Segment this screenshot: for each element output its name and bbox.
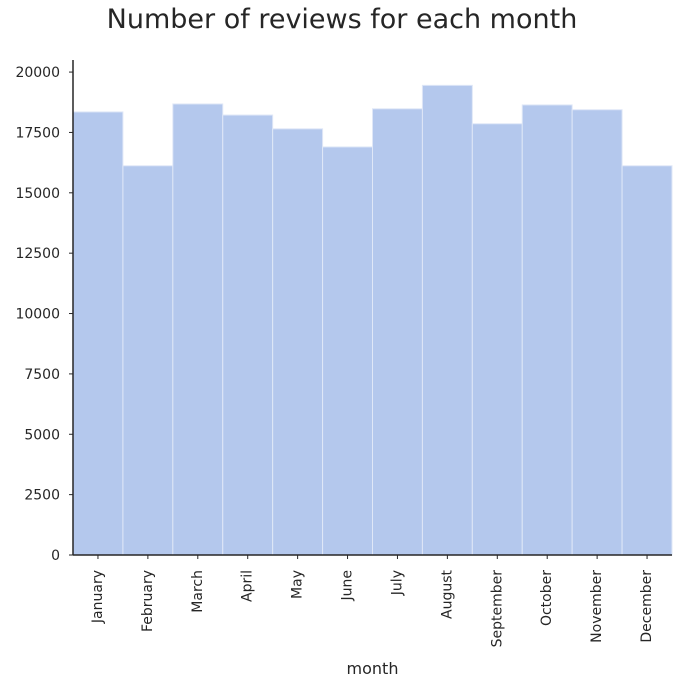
bar-march xyxy=(172,103,224,556)
x-tick-label: July xyxy=(389,570,405,596)
y-tick-label: 12500 xyxy=(15,246,60,262)
bar-may xyxy=(272,128,324,556)
y-tick-label: 2500 xyxy=(24,488,60,504)
x-tick-label: January xyxy=(90,570,106,624)
bar-january xyxy=(72,111,124,556)
chart-title: Number of reviews for each month xyxy=(106,4,578,35)
x-tick-label: April xyxy=(240,570,256,602)
y-axis-ticks: 0 2500 5000 7500 10000 12500 15000 17500 20000 xyxy=(15,65,73,564)
y-tick-label: 7500 xyxy=(24,367,60,383)
bar-november xyxy=(571,109,623,556)
y-tick-label: 10000 xyxy=(15,307,60,323)
bars-group xyxy=(72,84,673,556)
bar-april xyxy=(222,114,274,556)
bar-december xyxy=(621,165,673,556)
y-tick-label: 20000 xyxy=(15,65,60,81)
x-tick-label: December xyxy=(639,570,655,643)
bar-september xyxy=(471,123,523,556)
x-axis-label: month xyxy=(347,659,399,678)
y-tick-label: 15000 xyxy=(15,186,60,202)
x-tick-label: June xyxy=(340,570,356,602)
x-tick-label: August xyxy=(439,569,455,619)
x-axis-ticks: January February March April May June July Augu… xyxy=(90,555,655,647)
bar-july xyxy=(372,108,423,556)
x-tick-label: November xyxy=(589,570,605,643)
x-tick-label: October xyxy=(539,570,555,626)
bar-february xyxy=(122,165,174,556)
y-tick-label: 0 xyxy=(51,548,60,564)
bar-june xyxy=(322,146,374,556)
bar-october xyxy=(521,104,573,556)
x-tick-label: March xyxy=(190,570,206,613)
bar-august xyxy=(421,84,473,556)
x-tick-label: September xyxy=(489,570,505,648)
y-tick-label: 17500 xyxy=(15,125,60,141)
x-tick-label: May xyxy=(290,570,306,599)
y-tick-label: 5000 xyxy=(24,427,60,443)
x-tick-label: February xyxy=(140,570,156,632)
